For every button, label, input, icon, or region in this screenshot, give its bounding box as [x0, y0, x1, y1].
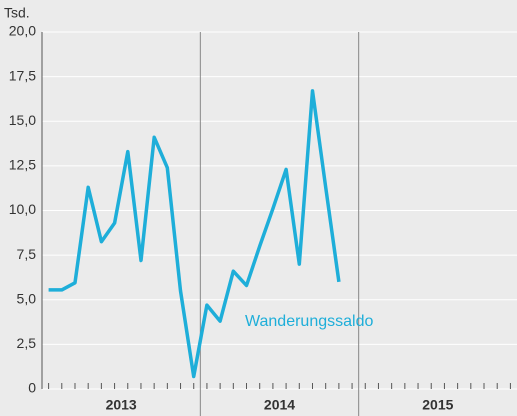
x-group-label: 2013 — [106, 397, 137, 413]
y-tick-label: 10,0 — [9, 201, 36, 217]
y-tick-label: 20,0 — [9, 23, 36, 39]
x-group-label: 2015 — [422, 397, 453, 413]
y-tick-label: 7,5 — [17, 246, 37, 262]
y-tick-label: 5,0 — [17, 290, 37, 306]
y-tick-label: 2,5 — [17, 335, 37, 351]
series-label: Wanderungssaldo — [245, 313, 373, 330]
line-series — [48, 89, 341, 379]
y-tick-label: 15,0 — [9, 112, 36, 128]
y-tick-label: 0 — [28, 380, 36, 396]
x-group-label: 2014 — [264, 397, 295, 413]
y-axis-label: Tsd. — [4, 5, 30, 21]
y-tick-label: 17,5 — [9, 67, 36, 83]
y-tick-label: 12,5 — [9, 157, 36, 173]
